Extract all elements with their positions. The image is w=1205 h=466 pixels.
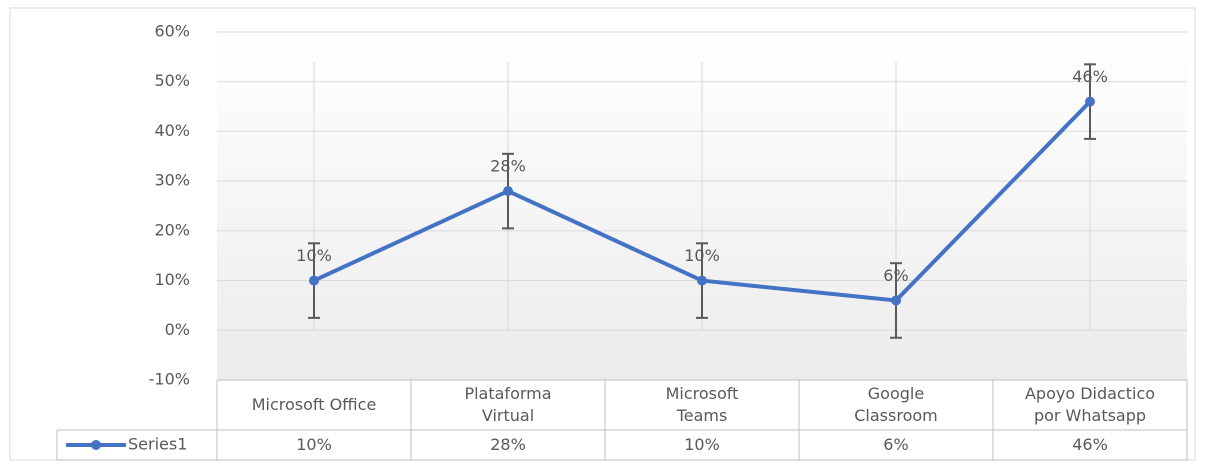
category-cell: Microsoft Office [251,395,377,414]
y-tick-label: -10% [149,370,190,389]
table-value: 10% [296,435,332,454]
data-label: 46% [1072,67,1108,86]
y-tick-label: 60% [154,22,190,41]
category-cell: Google Classroom [854,384,938,425]
y-tick-label: 30% [154,171,190,190]
data-label: 6% [883,266,908,285]
data-label: 10% [684,246,720,265]
data-label: 28% [490,157,526,176]
table-value: 46% [1072,435,1108,454]
table-value: 6% [883,435,909,454]
y-tick-label: 0% [165,320,190,339]
category-cell: Plataforma Virtual [464,384,552,425]
table-value: 28% [490,435,526,454]
data-label: 10% [296,246,332,265]
y-tick-label: 50% [154,71,190,90]
category-cell: Microsoft Teams [665,384,739,425]
legend-marker [91,440,101,450]
marker [503,186,513,197]
category-cell: Apoyo Didactico por Whatsapp [1024,384,1156,425]
legend-label: Series1 [128,435,187,454]
marker [309,275,319,286]
y-tick-label: 40% [154,121,190,140]
y-tick-label: 20% [154,220,190,239]
table-value: 10% [684,435,720,454]
marker [697,275,707,286]
marker [891,295,901,306]
marker [1085,96,1095,107]
y-tick-label: 10% [154,270,190,289]
